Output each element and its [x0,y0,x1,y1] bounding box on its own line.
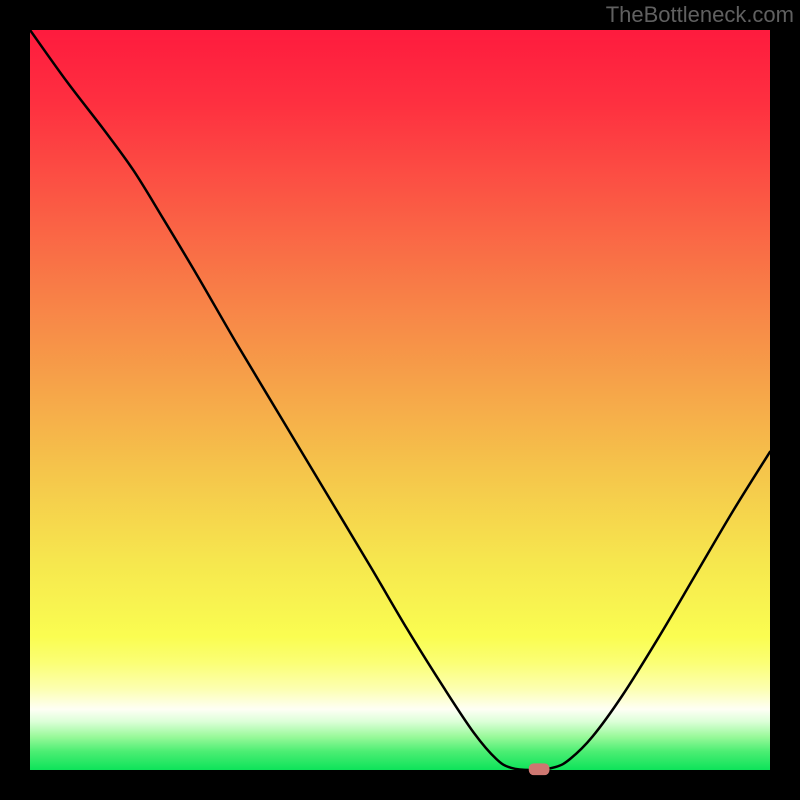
chart-svg [0,0,800,800]
watermark-text: TheBottleneck.com [606,2,794,28]
optimum-marker [529,763,550,775]
plot-background [30,30,770,770]
bottleneck-chart: TheBottleneck.com [0,0,800,800]
